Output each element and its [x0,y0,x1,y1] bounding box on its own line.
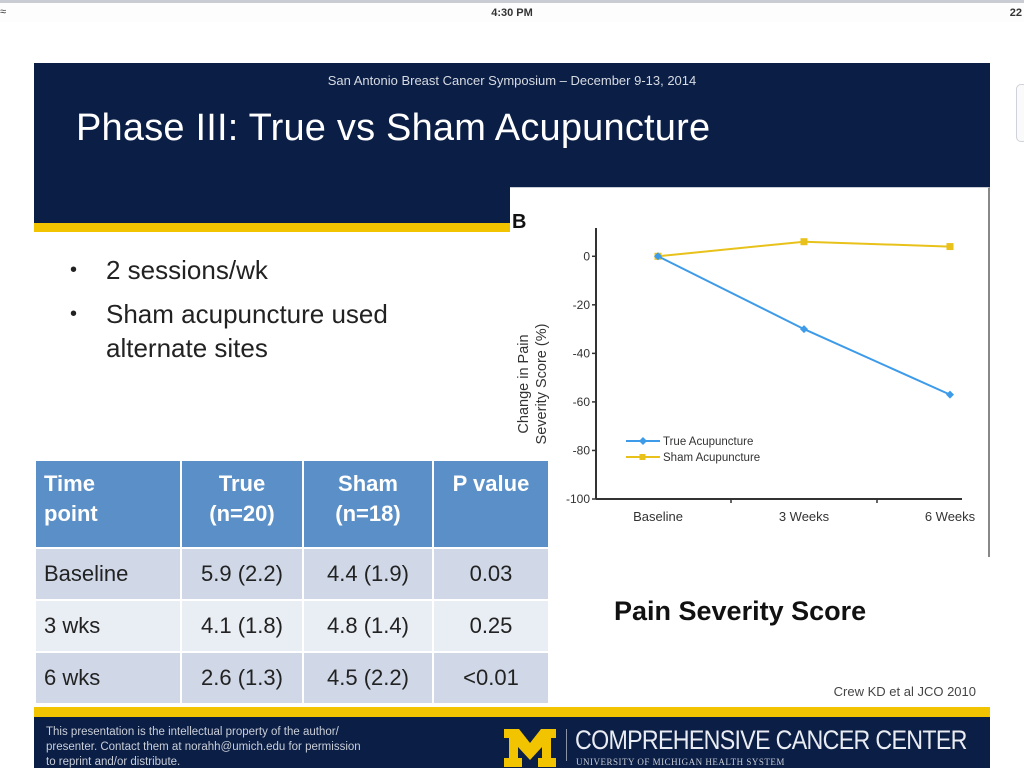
table-header-row: Time point True (n=20) Sham (n=18) P value [36,461,548,547]
block-m-logo-icon [504,729,556,767]
slide: San Antonio Breast Cancer Symposium – De… [34,63,990,768]
conference-line: San Antonio Breast Cancer Symposium – De… [327,73,697,88]
slide-title: Phase III: True vs Sham Acupuncture [76,107,711,149]
data-point [800,325,808,334]
header-time-point: Time point [36,461,180,547]
bullet-dot: • [70,259,78,281]
bullet-dot: • [70,303,78,325]
data-point [800,238,808,246]
cell-true: 5.9 (2.2) [182,549,302,599]
header-sham: Sham (n=18) [304,461,432,547]
side-pull-tab[interactable] [1016,84,1024,142]
citation: Crew KD et al JCO 2010 [833,684,976,699]
legend-marker [639,437,647,445]
cell-p-value: 0.03 [434,549,548,599]
cell-p-value: 0.25 [434,601,548,651]
table-row: 6 wks 2.6 (1.3) 4.5 (2.2) <0.01 [36,653,548,703]
table-row: Baseline 5.9 (2.2) 4.4 (1.9) 0.03 [36,549,548,599]
y-tick-label: -100 [566,492,590,506]
y-axis-title-line1: Change in Pain [516,334,532,433]
copyright-notice: This presentation is the intellectual pr… [46,726,361,768]
header-true: True (n=20) [182,461,302,547]
bullet-text: Sham acupuncture used alternate sites [106,299,388,363]
legend-label: True Acupuncture [663,436,753,448]
data-point [946,390,954,399]
panel-label: B [512,211,526,233]
table-row: 3 wks 4.1 (1.8) 4.8 (1.4) 0.25 [36,601,548,651]
status-time: 4:30 PM [491,7,533,19]
cell-true: 2.6 (1.3) [182,653,302,703]
cell-time-point: 6 wks [36,653,180,703]
y-tick-label: -60 [573,395,591,409]
cell-time-point: 3 wks [36,601,180,651]
x-tick-label: 3 Weeks [779,509,830,524]
bullet-item: • 2 sessions/wk [66,253,396,287]
header-band-lower [34,183,510,223]
bullet-list: • 2 sessions/wk • Sham acupuncture used … [66,253,396,375]
y-tick-label: -80 [573,443,591,457]
data-point [946,243,954,251]
chart-caption: Pain Severity Score [614,596,867,626]
gold-divider-bottom [34,707,990,717]
bullet-text: 2 sessions/wk [106,255,268,285]
gold-divider-top [34,223,510,232]
cell-p-value: <0.01 [434,653,548,703]
footer-band: This presentation is the intellectual pr… [34,717,990,768]
org-name: COMPREHENSIVE CANCER CENTER [575,725,967,755]
cell-sham: 4.5 (2.2) [304,653,432,703]
wifi-icon: ≈ [0,6,7,18]
x-tick-label: 6 Weeks [925,509,976,524]
cell-sham: 4.8 (1.4) [304,601,432,651]
cell-sham: 4.4 (1.9) [304,549,432,599]
chart-panel: B Change in Pain Severity Score (%) 0 -20… [510,187,990,557]
y-tick-label: -40 [573,346,591,360]
y-tick-label: -20 [573,298,591,312]
y-axis-title: Change in Pain Severity Score (%) [516,324,550,445]
status-bar: ≈ 4:30 PM 22 [0,0,1024,22]
y-axis-title-line2: Severity Score (%) [534,324,550,445]
cell-time-point: Baseline [36,549,180,599]
org-subtitle: UNIVERSITY OF MICHIGAN HEALTH SYSTEM [576,757,785,767]
legend-marker [639,454,646,460]
bullet-item: • Sham acupuncture used alternate sites [66,297,396,365]
y-tick-label: 0 [583,249,590,263]
line-chart: B Change in Pain Severity Score (%) 0 -20… [512,211,976,524]
battery-level: 22 [1009,7,1022,19]
header-p-value: P value [434,461,548,547]
data-point [654,252,662,261]
cell-true: 4.1 (1.8) [182,601,302,651]
legend-label: Sham Acupuncture [663,452,760,464]
x-tick-label: Baseline [633,509,683,524]
logo-divider [566,729,567,761]
results-table: Time point True (n=20) Sham (n=18) P value … [34,459,550,705]
